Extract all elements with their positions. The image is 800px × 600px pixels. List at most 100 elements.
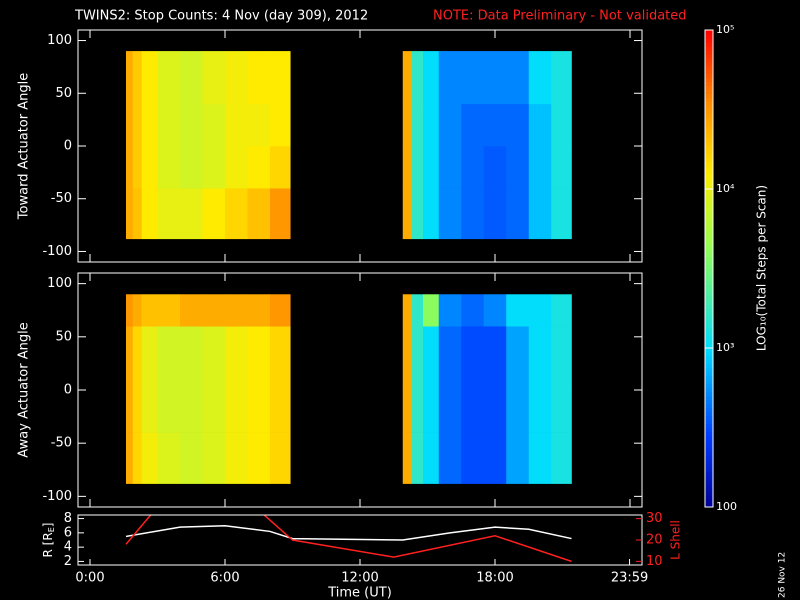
- plot-area: [125, 515, 572, 563]
- colorbar-swatch: [705, 208, 713, 214]
- colorbar-swatch: [705, 340, 713, 345]
- heat-cell: [141, 326, 158, 391]
- heat-cell: [270, 103, 291, 147]
- colorbar-swatch: [705, 204, 713, 210]
- y-axis-label-part: ]: [41, 523, 55, 528]
- y-tick-label: 100: [47, 276, 72, 291]
- colorbar-swatch: [705, 228, 713, 234]
- heat-cell: [402, 432, 413, 484]
- colorbar-swatch: [705, 463, 713, 468]
- heat-cell: [528, 294, 552, 327]
- colorbar-swatch: [705, 153, 713, 158]
- heat-cell: [438, 390, 462, 433]
- heat-cell: [141, 294, 158, 327]
- heat-cell: [247, 103, 271, 147]
- heat-cell: [402, 51, 413, 105]
- colorbar-swatch: [705, 304, 713, 309]
- colorbar-label: LOG₁₀(Total Steps per Scan): [755, 185, 769, 351]
- heat-cell: [438, 51, 462, 105]
- colorbar-swatch: [705, 30, 713, 35]
- colorbar-swatch: [705, 443, 713, 448]
- x-tick-label: 23:59: [611, 571, 648, 586]
- colorbar-swatch: [705, 276, 713, 281]
- heat-cell: [180, 103, 203, 147]
- line: [125, 524, 572, 541]
- heat-cell: [202, 146, 226, 189]
- colorbar-swatch: [705, 415, 713, 421]
- colorbar-swatch: [705, 125, 713, 130]
- colorbar-swatch: [705, 113, 713, 118]
- heat-cell: [506, 432, 530, 484]
- colorbar-swatch: [705, 81, 713, 87]
- colorbar-swatch: [705, 189, 713, 194]
- heat-cell: [402, 146, 413, 189]
- heat-cell: [157, 51, 181, 105]
- heat-cell: [126, 326, 134, 391]
- heat-cell: [411, 326, 424, 391]
- y-tick-label: 100: [47, 33, 72, 48]
- heat-cell: [132, 188, 143, 240]
- heat-cell: [225, 146, 248, 189]
- colorbar-swatch: [705, 212, 713, 218]
- colorbar-swatch: [705, 487, 713, 492]
- colorbar-swatch: [705, 407, 713, 413]
- line: [125, 515, 572, 563]
- heat-cell: [551, 103, 572, 147]
- heat-cell: [141, 432, 158, 484]
- colorbar-swatch: [705, 33, 713, 39]
- heat-cell: [270, 294, 291, 327]
- colorbar-swatch: [705, 129, 713, 134]
- heat-cell: [126, 51, 134, 105]
- colorbar-swatch: [705, 292, 713, 297]
- colorbar-swatch: [705, 383, 713, 389]
- heat-cell: [202, 432, 226, 484]
- note: NOTE: Data Preliminary - Not validated: [433, 9, 687, 24]
- colorbar-swatch: [705, 157, 713, 162]
- colorbar-swatch: [705, 145, 713, 150]
- heat-cell: [180, 51, 203, 105]
- heat-cell: [483, 294, 507, 327]
- heat-cell: [461, 390, 485, 433]
- colorbar-swatch: [705, 236, 713, 242]
- colorbar-swatch: [705, 379, 713, 385]
- colorbar-swatch: [705, 65, 713, 71]
- heat-cell: [411, 188, 424, 240]
- colorbar-swatch: [705, 192, 713, 198]
- colorbar-swatch: [705, 173, 713, 178]
- heat-cell: [483, 188, 507, 240]
- heat-cell: [438, 326, 462, 391]
- y-tick-label: 50: [55, 329, 72, 344]
- heat-cell: [506, 294, 530, 327]
- colorbar-swatch: [705, 181, 713, 186]
- heat-cell: [528, 146, 552, 189]
- heat-cell: [132, 326, 143, 391]
- colorbar-swatch: [705, 240, 713, 246]
- colorbar-swatch: [705, 503, 713, 508]
- heat-cell: [483, 146, 507, 189]
- heat-cell: [402, 103, 413, 147]
- colorbar-swatch: [705, 232, 713, 238]
- heat-cell: [202, 390, 226, 433]
- colorbar-swatch: [705, 196, 713, 202]
- y-tick-label: 0: [64, 139, 72, 154]
- heat-cell: [247, 390, 271, 433]
- heat-cell: [461, 103, 485, 147]
- heat-cell: [132, 432, 143, 484]
- heat-cell: [247, 294, 271, 327]
- heat-cell: [225, 103, 248, 147]
- colorbar-swatch: [705, 248, 713, 254]
- heat-cell: [402, 390, 413, 433]
- colorbar-swatch: [705, 467, 713, 472]
- colorbar-swatch: [705, 455, 713, 460]
- colorbar-swatch: [705, 41, 713, 47]
- colorbar-swatch: [705, 411, 713, 417]
- colorbar-swatch: [705, 459, 713, 464]
- colorbar-swatch: [705, 93, 713, 99]
- y-tick-label: -100: [42, 244, 72, 259]
- colorbar-swatch: [705, 363, 713, 369]
- heat-cell: [402, 326, 413, 391]
- heat-cell: [506, 103, 530, 147]
- colorbar-swatch: [705, 296, 713, 301]
- heat-cell: [506, 390, 530, 433]
- heat-cell: [411, 432, 424, 484]
